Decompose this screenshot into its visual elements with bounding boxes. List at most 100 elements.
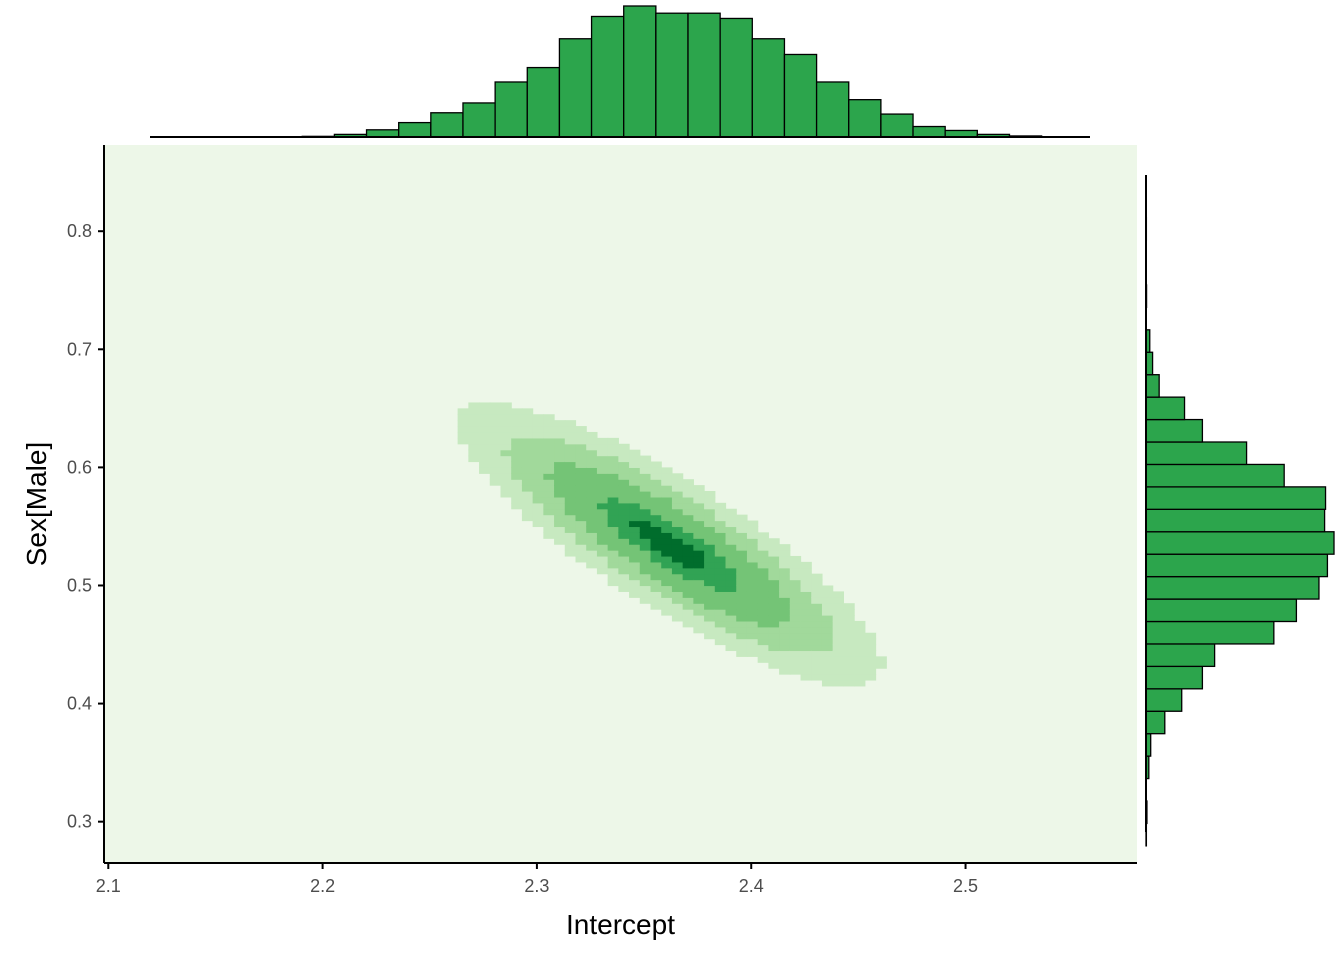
density-cell bbox=[597, 491, 608, 498]
top-histogram-bar bbox=[559, 39, 591, 137]
density-cell bbox=[618, 456, 629, 463]
top-histogram-bar bbox=[431, 113, 463, 137]
density-cell bbox=[533, 438, 544, 445]
density-cell bbox=[543, 503, 554, 510]
density-cell bbox=[479, 467, 490, 474]
density-cell bbox=[801, 627, 812, 634]
density-cell bbox=[554, 526, 565, 533]
density-cell bbox=[843, 603, 854, 610]
density-cell bbox=[543, 432, 554, 439]
density-cell bbox=[801, 585, 812, 592]
density-cell bbox=[640, 544, 651, 551]
density-cell bbox=[618, 491, 629, 498]
density-cell bbox=[672, 574, 683, 581]
density-cell bbox=[822, 621, 833, 628]
density-cell bbox=[693, 585, 704, 592]
density-cell bbox=[608, 550, 619, 557]
density-cell bbox=[790, 627, 801, 634]
density-cell bbox=[833, 656, 844, 663]
density-cell bbox=[629, 491, 640, 498]
density-cell bbox=[843, 662, 854, 669]
y-tick-label: 0.8 bbox=[67, 221, 92, 241]
density-cell bbox=[543, 426, 554, 433]
density-cell bbox=[533, 473, 544, 480]
density-cell bbox=[651, 550, 662, 557]
density-cell bbox=[597, 509, 608, 515]
density-cell bbox=[479, 420, 490, 427]
density-cell bbox=[672, 609, 683, 616]
density-cell bbox=[790, 591, 801, 598]
density-cell bbox=[726, 538, 737, 545]
density-cell bbox=[822, 674, 833, 681]
density-cell bbox=[586, 491, 597, 498]
density-cell bbox=[608, 485, 619, 492]
top-histogram-bar bbox=[720, 18, 752, 137]
density-cell bbox=[758, 532, 769, 539]
density-cell bbox=[533, 503, 544, 510]
density-cell bbox=[854, 668, 865, 675]
density-cell bbox=[704, 544, 715, 551]
density-cell bbox=[758, 603, 769, 610]
density-cell bbox=[811, 591, 822, 598]
density-cell bbox=[597, 485, 608, 492]
density-cell bbox=[543, 438, 554, 445]
density-cell bbox=[693, 491, 704, 498]
density-cell bbox=[608, 574, 619, 581]
density-cell bbox=[736, 515, 747, 522]
density-cell bbox=[511, 473, 522, 480]
density-cell bbox=[586, 450, 597, 457]
density-cell bbox=[843, 668, 854, 675]
density-cell bbox=[554, 515, 565, 522]
density-cell bbox=[843, 609, 854, 616]
density-cell bbox=[533, 444, 544, 451]
density-cell bbox=[565, 420, 576, 427]
density-cell bbox=[661, 609, 672, 616]
density-cell bbox=[618, 532, 629, 539]
density-cell bbox=[683, 615, 694, 622]
density-cell bbox=[854, 680, 865, 687]
density-cell bbox=[683, 503, 694, 510]
density-cell bbox=[822, 615, 833, 622]
density-cell bbox=[758, 550, 769, 557]
density-cell bbox=[693, 562, 704, 569]
density-cell bbox=[801, 633, 812, 640]
density-cell bbox=[672, 515, 683, 522]
density-cell bbox=[747, 550, 758, 557]
density-cell bbox=[500, 450, 511, 457]
density-cell bbox=[779, 615, 790, 622]
density-cell bbox=[693, 532, 704, 539]
top-histogram-bar bbox=[688, 13, 720, 137]
density-cell bbox=[608, 479, 619, 486]
density-cell bbox=[790, 633, 801, 640]
right-histogram-bar bbox=[1146, 554, 1327, 576]
density-cell bbox=[736, 650, 747, 657]
density-cell bbox=[586, 562, 597, 569]
right-marginal-histogram bbox=[1146, 218, 1334, 846]
density-cell bbox=[683, 479, 694, 486]
density-cell bbox=[522, 461, 533, 468]
density-cell bbox=[833, 674, 844, 681]
density-cell bbox=[672, 568, 683, 575]
density-cell bbox=[522, 438, 533, 445]
top-histogram-bar bbox=[849, 100, 881, 137]
density-cell bbox=[543, 485, 554, 492]
density-cell bbox=[672, 497, 683, 504]
density-cell bbox=[543, 467, 554, 474]
density-cell bbox=[661, 526, 672, 533]
density-cell bbox=[651, 526, 662, 533]
density-cell bbox=[565, 432, 576, 439]
density-cell bbox=[747, 521, 758, 528]
density-cell bbox=[715, 627, 726, 634]
density-cell bbox=[629, 456, 640, 463]
density-cell bbox=[640, 509, 651, 515]
density-cell bbox=[651, 485, 662, 492]
density-cell bbox=[640, 591, 651, 598]
density-cell bbox=[779, 650, 790, 657]
top-histogram-bar bbox=[527, 68, 559, 137]
density-cell bbox=[693, 615, 704, 622]
density-cell bbox=[790, 639, 801, 646]
density-cell bbox=[597, 467, 608, 474]
density-cell bbox=[640, 556, 651, 563]
density-cell bbox=[758, 621, 769, 628]
density-cell bbox=[543, 444, 554, 451]
